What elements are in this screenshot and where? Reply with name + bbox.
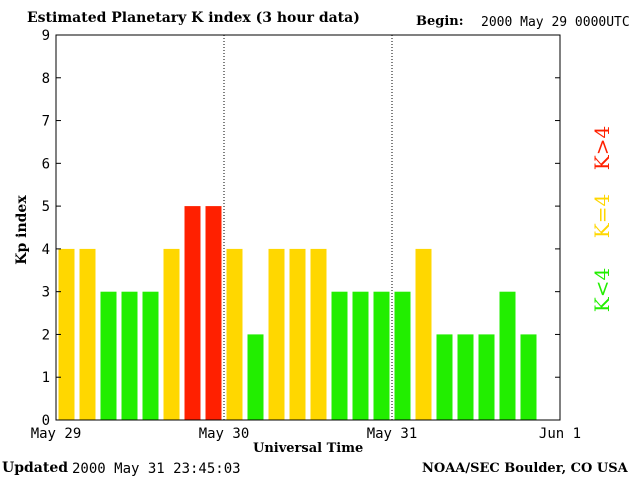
- begin-value: 2000 May 29 0000UTC: [481, 15, 630, 30]
- kp-bar: [331, 291, 348, 420]
- y-tick-label: 0: [42, 413, 50, 429]
- kp-bar: [184, 206, 201, 420]
- credit-text: NOAA/SEC Boulder, CO USA: [422, 461, 628, 476]
- kp-bar: [58, 248, 75, 420]
- y-axis-label: Kp index: [14, 195, 30, 265]
- kp-bar: [142, 291, 159, 420]
- y-tick-label: 3: [42, 285, 50, 301]
- x-tick-label: Jun 1: [539, 426, 581, 442]
- kp-bar: [478, 334, 495, 420]
- y-tick-label: 8: [42, 71, 50, 87]
- begin-label: Begin:: [416, 14, 464, 29]
- kp-bar: [310, 248, 327, 420]
- kp-bar: [226, 248, 243, 420]
- legend-equal: K=4: [590, 193, 614, 239]
- kp-bar: [415, 248, 432, 420]
- kp-bar: [436, 334, 453, 420]
- x-tick-label: May 31: [367, 426, 418, 442]
- kp-bar: [520, 334, 537, 420]
- legend-low: K<4: [590, 267, 614, 313]
- kp-bar: [352, 291, 369, 420]
- kp-bar: [163, 248, 180, 420]
- y-tick-label: 9: [42, 28, 50, 44]
- kp-bar: [100, 291, 117, 420]
- y-tick-label: 4: [42, 242, 50, 258]
- y-tick-label: 5: [42, 199, 50, 215]
- kp-bar: [268, 248, 285, 420]
- y-tick-label: 2: [42, 327, 50, 343]
- kp-bar: [121, 291, 138, 420]
- y-tick-label: 6: [42, 156, 50, 172]
- kp-bar: [499, 291, 516, 420]
- x-tick-label: May 30: [199, 426, 250, 442]
- plot-frame: [55, 34, 561, 421]
- x-axis-label: Universal Time: [253, 441, 364, 456]
- x-tick-label: May 29: [31, 426, 82, 442]
- updated-label: Updated: [2, 460, 69, 476]
- kp-bar: [289, 248, 306, 420]
- kp-bar: [205, 206, 222, 420]
- kp-bar: [247, 334, 264, 420]
- y-tick-label: 7: [42, 114, 50, 130]
- kp-bar: [373, 291, 390, 420]
- y-tick-label: 1: [42, 370, 50, 386]
- kp-bar: [394, 291, 411, 420]
- kp-bar: [79, 248, 96, 420]
- legend-high: K>4: [590, 125, 614, 171]
- chart-title: Estimated Planetary K index (3 hour data…: [27, 10, 360, 26]
- kp-bar: [457, 334, 474, 420]
- updated-value: 2000 May 31 23:45:03: [72, 461, 241, 477]
